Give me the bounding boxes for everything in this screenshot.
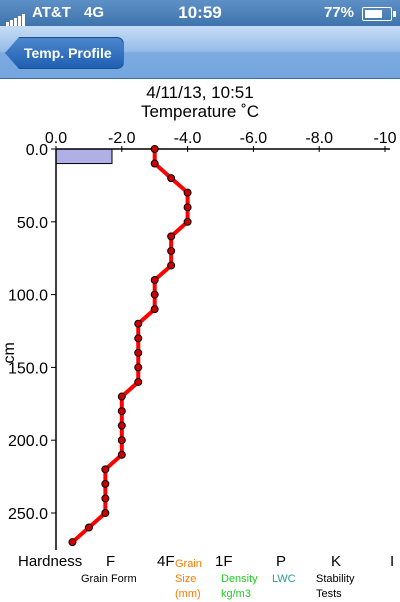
temperature-line [71,149,190,544]
grain-size-label-line3[interactable]: (mm) [175,588,201,600]
hardness-tick-1f: 1F [215,553,233,570]
x-tick-label: -4.0 [174,130,202,147]
back-button-label: Temp. Profile [24,45,112,61]
x-tick-label: -8.0 [305,130,333,147]
x-tick-label: 0.0 [45,130,67,147]
density-label-line1[interactable]: Density [221,573,258,585]
battery-icon [362,7,396,21]
chart-canvas: 0.0 -2.0 -4.0 -6.0 -8.0 -10 0.0 50.0 100.0 150.0 2… [1,130,397,550]
temperature-point [117,436,126,445]
temperature-point [134,319,143,328]
temperature-point [167,261,176,270]
stability-label-line1[interactable]: Stability [316,573,355,585]
temperature-point [117,407,126,416]
back-button[interactable]: Temp. Profile [5,37,124,69]
temperature-point [117,421,126,430]
y-tick-label: 150.0 [8,360,48,377]
temperature-point [150,276,159,285]
hardness-scale: Hardness F 4F 1F P K I [0,553,400,573]
temperature-point [84,523,93,532]
density-label-line2[interactable]: kg/m3 [221,588,251,600]
temperature-point [167,246,176,255]
hardness-tick-k: K [331,553,342,570]
y-axis-label: cm [1,342,18,363]
grain-size-label-line1[interactable]: Grain [175,558,202,570]
y-tick-label: 200.0 [8,433,48,450]
navigation-bar: Temp. Profile [0,26,400,79]
x-tick-label: -6.0 [240,130,268,147]
status-bar: AT&T 4G 10:59 77% [0,0,400,26]
network-type-label: 4G [84,4,105,21]
clock: 10:59 [178,3,222,22]
temperature-point [101,479,110,488]
hardness-tick-4f: 4F [157,553,175,570]
temperature-point [150,159,159,168]
profile-datetime: 4/11/13, 10:51 [146,83,254,102]
y-tick-label: 0.0 [26,142,48,159]
temperature-point [183,203,192,212]
temperature-point [167,232,176,241]
temperature-point [134,334,143,343]
hardness-label: Hardness [18,553,83,570]
stability-label-line2[interactable]: Tests [316,588,342,600]
temperature-point [150,290,159,299]
lwc-label[interactable]: LWC [272,573,296,585]
y-tick-label: 100.0 [8,288,48,305]
temperature-point [117,450,126,459]
hardness-tick-f: F [106,553,116,570]
temperature-point [101,465,110,474]
hardness-layer-bar [55,148,113,165]
y-tick-label: 250.0 [8,506,48,523]
temperature-point [183,217,192,226]
snow-profile-chart: 0.0 -2.0 -4.0 -6.0 -8.0 -10 0.0 50.0 100.0 150.0 2… [0,118,400,550]
carrier-label: AT&T [32,4,71,21]
temperature-point [134,363,143,372]
x-tick-label: -10 [373,130,396,147]
battery-percent: 77% [323,4,354,21]
temperature-axis-title: Temperature ˚C [140,102,260,121]
signal-strength-icon [6,9,26,26]
temperature-point [134,377,143,386]
hardness-tick-p: P [276,553,287,570]
hardness-tick-i: I [390,553,395,570]
y-tick-label: 50.0 [17,215,48,232]
temperature-point [134,348,143,357]
temperature-point [68,538,77,547]
grain-form-label[interactable]: Grain Form [81,573,137,585]
grain-size-label-line2[interactable]: Size [175,573,197,585]
temperature-point [150,305,159,314]
temperature-point [101,494,110,503]
column-legend: Grain Form Grain Size (mm) Density kg/m3… [0,558,400,601]
temperature-point [150,145,159,153]
temperature-point [167,174,176,183]
x-tick-label: -2.0 [108,130,136,147]
temperature-point [117,392,126,401]
temperature-point [183,188,192,197]
temperature-point [101,509,110,517]
